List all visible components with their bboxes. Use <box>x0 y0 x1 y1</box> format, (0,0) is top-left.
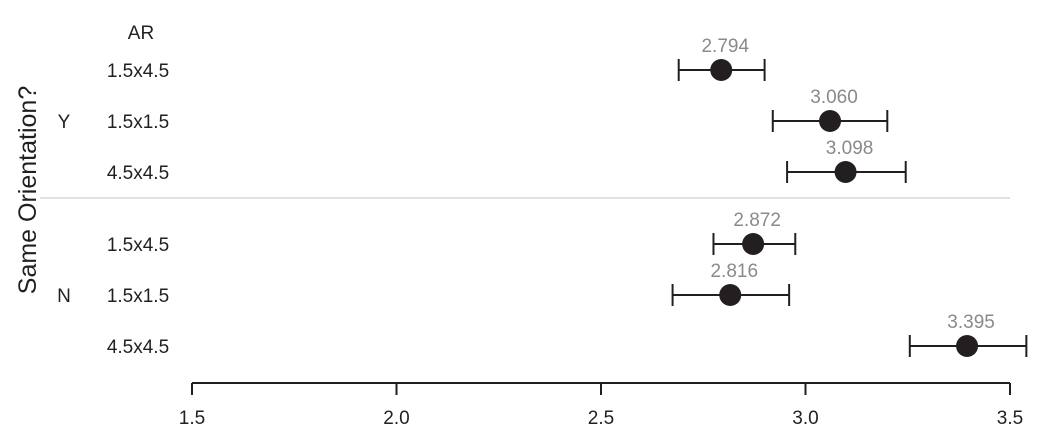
category-label: 1.5x4.5 <box>107 235 169 256</box>
category-label: 1.5x1.5 <box>107 112 169 133</box>
data-label: 2.872 <box>733 210 781 231</box>
category-header: AR <box>128 23 154 44</box>
data-label: 2.794 <box>701 36 749 57</box>
category-label: 4.5x4.5 <box>107 163 169 184</box>
x-tick-label: 2.5 <box>588 408 614 429</box>
category-label: 1.5x4.5 <box>107 61 169 82</box>
x-tick-label: 3.5 <box>997 408 1023 429</box>
x-tick-label: 3.0 <box>792 408 818 429</box>
x-axis: 1.5 2.0 2.5 3.0 3.5 <box>179 382 1023 429</box>
data-label: 3.098 <box>826 138 874 159</box>
x-tick-label: 2.0 <box>383 408 409 429</box>
data-point <box>834 161 857 183</box>
category-label: 4.5x4.5 <box>107 337 169 358</box>
group-label: Y <box>58 112 71 133</box>
category-label: 1.5x1.5 <box>107 286 169 307</box>
data-point <box>819 110 842 132</box>
y-axis-title: Same Orientation? <box>14 86 42 294</box>
group-label: N <box>57 286 71 307</box>
data-point <box>719 284 742 306</box>
data-label: 2.816 <box>710 261 758 282</box>
data-point <box>956 335 979 357</box>
data-label: 3.395 <box>947 312 995 333</box>
data-point <box>742 233 765 255</box>
x-tick-label: 1.5 <box>179 408 205 429</box>
data-label: 3.060 <box>810 87 858 108</box>
data-point <box>710 59 733 81</box>
plot-area: Y 1.5x4.5 2.794 1.5x1.5 3.060 4.5x4.5 3.098 N 1.… <box>40 36 1028 358</box>
